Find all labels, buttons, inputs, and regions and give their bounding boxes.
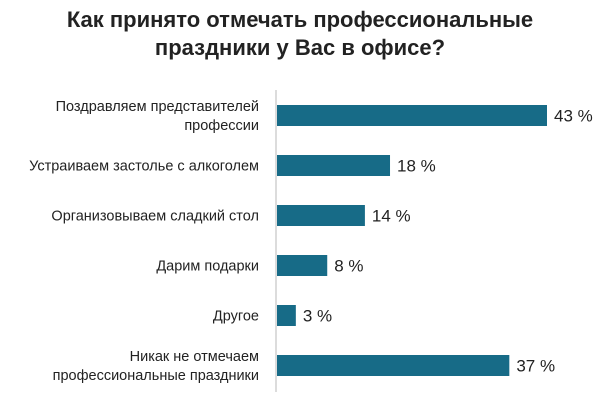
category-label-3-line-1: Организовываем сладкий стол [51,209,259,225]
value-label-1: 43 % [554,107,593,126]
category-label-2-line-1: Устраиваем застолье с алкоголем [29,159,259,175]
category-label-3: Организовываем сладкий стол [51,209,259,225]
bar-5 [277,305,296,326]
category-label-5: Другое [213,309,259,325]
category-label-2: Устраиваем застолье с алкоголем [29,159,259,175]
value-labels: 43 % 18 % 14 % 8 % 3 % 37 % [303,107,593,376]
category-label-4-line-1: Дарим подарки [156,259,259,275]
value-label-4: 8 % [334,257,363,276]
category-label-6-line-1: Никак не отмечаем [130,349,259,365]
bar-1 [277,105,547,126]
value-label-5: 3 % [303,307,332,326]
category-label-1: Поздравляем представителей профессии [56,99,259,134]
category-label-1-line-1: Поздравляем представителей [56,99,259,115]
value-label-3: 14 % [372,207,411,226]
category-label-6: Никак не отмечаем профессиональные праздн… [53,349,259,384]
chart-title-line-1: Как принято отмечать профессиональные [66,7,534,32]
bar-3 [277,205,365,226]
value-label-6: 37 % [516,357,555,376]
chart-title: Как принято отмечать профессиональные пр… [40,6,560,62]
bar-2 [277,155,391,176]
category-label-5-line-1: Другое [213,309,259,325]
value-label-2: 18 % [397,157,436,176]
chart-title-line-2: праздники у Вас в офисе? [154,35,446,60]
bar-6 [277,355,510,376]
category-label-4: Дарим подарки [156,259,259,275]
bar-4 [277,255,328,276]
category-label-6-line-2: профессиональные праздники [53,368,259,384]
category-label-1-line-2: профессии [184,118,259,134]
category-labels: Поздравляем представителей профессии Устра… [29,99,259,384]
bar-series [277,105,547,376]
